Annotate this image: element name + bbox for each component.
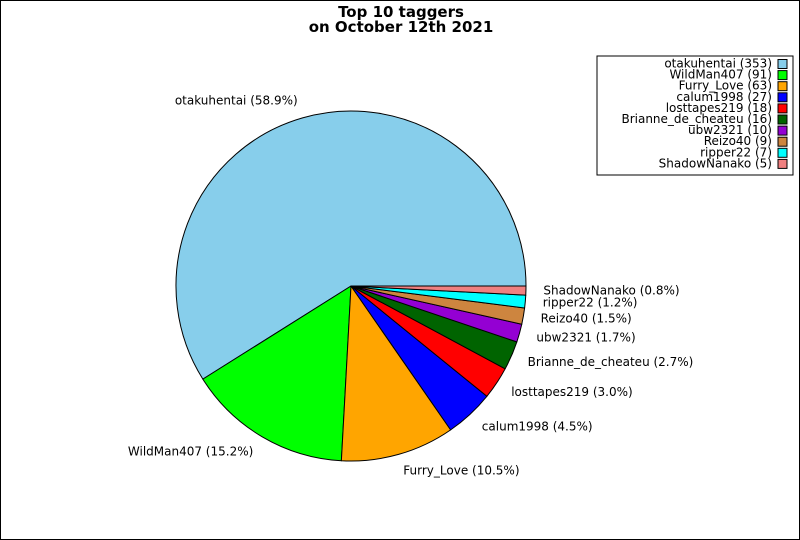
legend-label: calum1998 (27) bbox=[676, 90, 772, 104]
legend-swatch bbox=[777, 147, 788, 158]
slice-label-furry-love: Furry_Love (10.5%) bbox=[403, 464, 519, 478]
legend-box bbox=[596, 55, 794, 176]
pie-slice-wildman407 bbox=[202, 285, 352, 462]
slice-label-shadownanako: ShadowNanako (0.8%) bbox=[543, 284, 679, 298]
slice-label-otakuhentai: otakuhentai (58.9%) bbox=[175, 94, 298, 108]
legend-label: losttapes219 (18) bbox=[666, 101, 772, 115]
legend-label: ripper22 (7) bbox=[700, 145, 772, 159]
slice-label-losttapes219: losttapes219 (3.0%) bbox=[511, 385, 633, 399]
legend-label: ShadowNanako (5) bbox=[659, 156, 772, 170]
slice-label-calum1998: calum1998 (4.5%) bbox=[482, 420, 593, 434]
legend-swatch bbox=[777, 103, 788, 114]
legend-swatch bbox=[777, 136, 788, 147]
slice-label-wildman407: WildMan407 (15.2%) bbox=[128, 444, 253, 458]
legend-swatch bbox=[777, 125, 788, 136]
legend-label: Reizo40 (9) bbox=[704, 134, 772, 148]
chart-title-line-1: Top 10 taggers bbox=[338, 3, 464, 21]
legend-swatch bbox=[777, 92, 788, 103]
legend: otakuhentai (353)WildMan407 (91)Furry_Lo… bbox=[596, 55, 794, 176]
pie-slice-shadownanako bbox=[350, 285, 527, 296]
slice-label-reizo40: Reizo40 (1.5%) bbox=[541, 312, 632, 326]
slice-label-ripper22: ripper22 (1.2%) bbox=[543, 296, 638, 310]
legend-label: ubw2321 (10) bbox=[688, 123, 772, 137]
pie-slices bbox=[175, 110, 527, 462]
legend-label: otakuhentai (353) bbox=[664, 57, 772, 71]
legend-swatch bbox=[777, 114, 788, 125]
legend-label: Brianne_de_cheateu (16) bbox=[621, 112, 772, 126]
pie-slice-furry-love bbox=[340, 285, 452, 462]
slice-labels: otakuhentai (58.9%) WildMan407 (15.2%) Fur… bbox=[128, 94, 693, 478]
legend-swatch bbox=[777, 81, 788, 92]
legend-swatch bbox=[777, 158, 788, 169]
chart-title-line-2: on October 12th 2021 bbox=[309, 18, 494, 36]
pie-slice-otakuhentai bbox=[175, 110, 527, 380]
slice-label-brianne-de-cheateu: Brianne_de_cheateu (2.7%) bbox=[528, 355, 694, 369]
legend-swatch bbox=[777, 59, 788, 69]
legend-label: Furry_Love (63) bbox=[679, 79, 772, 93]
legend-swatch bbox=[777, 70, 788, 81]
slice-label-ubw2321: ubw2321 (1.7%) bbox=[536, 330, 635, 344]
legend-label: WildMan407 (91) bbox=[669, 68, 772, 82]
